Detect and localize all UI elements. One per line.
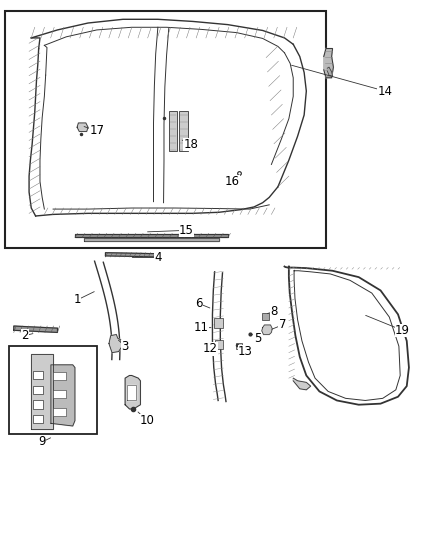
Polygon shape: [84, 238, 219, 241]
Bar: [262, 313, 269, 320]
Text: 17: 17: [89, 124, 104, 138]
Polygon shape: [125, 375, 141, 409]
Bar: [214, 318, 223, 328]
Polygon shape: [14, 326, 57, 333]
Text: 18: 18: [183, 138, 198, 151]
Text: 7: 7: [279, 319, 286, 332]
Bar: [169, 111, 177, 151]
Text: 16: 16: [225, 175, 240, 188]
Bar: [33, 370, 43, 379]
Polygon shape: [127, 384, 136, 400]
Polygon shape: [31, 354, 53, 429]
Text: 14: 14: [378, 85, 392, 98]
Text: 5: 5: [254, 332, 262, 345]
Bar: [53, 372, 66, 380]
Bar: [236, 343, 242, 349]
Polygon shape: [262, 325, 272, 335]
Text: 1: 1: [73, 294, 81, 306]
Text: 2: 2: [21, 329, 28, 342]
Bar: [179, 111, 188, 151]
Polygon shape: [327, 67, 332, 76]
Polygon shape: [77, 123, 88, 132]
Bar: [10, 346, 97, 434]
Text: 6: 6: [196, 297, 203, 310]
Polygon shape: [293, 378, 311, 390]
Text: 11: 11: [194, 321, 209, 334]
Polygon shape: [106, 253, 158, 257]
Text: 9: 9: [39, 435, 46, 448]
Polygon shape: [75, 233, 228, 237]
Bar: [53, 408, 66, 416]
Text: 10: 10: [140, 414, 155, 427]
Text: 3: 3: [121, 340, 129, 353]
Polygon shape: [51, 365, 75, 426]
Bar: [33, 385, 43, 394]
Text: 12: 12: [203, 342, 218, 356]
Text: 19: 19: [395, 324, 410, 337]
Text: 15: 15: [179, 224, 194, 237]
Text: 4: 4: [154, 251, 162, 264]
Text: 8: 8: [270, 305, 277, 318]
Bar: [33, 400, 43, 409]
Bar: [33, 415, 43, 423]
Polygon shape: [324, 49, 333, 78]
Bar: [215, 341, 223, 349]
Text: 13: 13: [238, 345, 253, 358]
Bar: [5, 11, 326, 248]
Polygon shape: [109, 335, 122, 353]
Bar: [53, 390, 66, 398]
